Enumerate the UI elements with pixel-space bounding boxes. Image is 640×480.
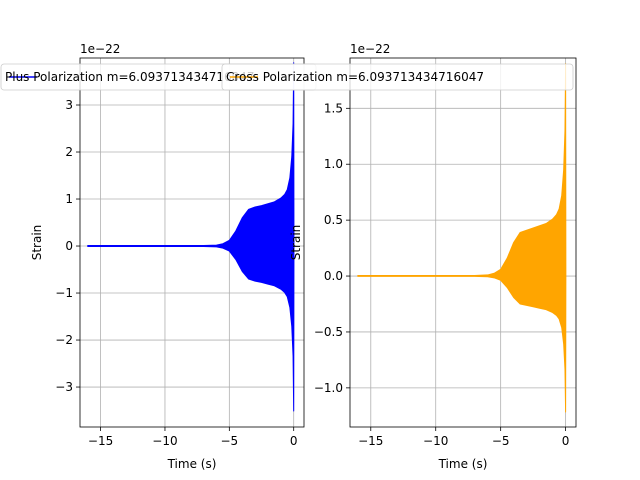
y-tick-label: 1.0 xyxy=(324,157,343,171)
series-line-cross xyxy=(357,63,567,413)
y-tick-label: 3 xyxy=(65,98,73,112)
y-tick-label: 0.5 xyxy=(324,213,343,227)
axes-frame xyxy=(79,57,305,428)
y-axis-label: Strain xyxy=(30,225,44,261)
series-line-plus xyxy=(87,62,295,412)
x-tick-label: −15 xyxy=(88,434,113,448)
y-tick-label: 2 xyxy=(65,145,73,159)
y-tick-label: −0.5 xyxy=(314,325,343,339)
x-axis-label: Time (s) xyxy=(438,457,488,471)
y-tick-label: 0 xyxy=(65,239,73,253)
y-tick-label: −1 xyxy=(55,286,73,300)
x-tick-label: −10 xyxy=(423,434,448,448)
legend-box xyxy=(221,63,574,91)
y-tick-label: 1 xyxy=(65,192,73,206)
y-tick-label: 1.5 xyxy=(324,101,343,115)
legend-2: Cross Polarization m=6.093713434716047 xyxy=(221,63,574,91)
axes-frame xyxy=(349,57,577,428)
x-tick-label: 0 xyxy=(290,434,298,448)
x-tick-label: −5 xyxy=(220,434,238,448)
chart-panel-2: −15 −10 −5 0 −1.0 −0.5 0.0 0.5 1.0 1.5 Time (s) Str… xyxy=(289,42,577,471)
y-tick-label: −2 xyxy=(55,333,73,347)
axis-offset-label: 1e−22 xyxy=(350,42,390,56)
x-tick-label: −5 xyxy=(492,434,510,448)
x-tick-label: −10 xyxy=(152,434,177,448)
legend-entry: Cross Polarization m=6.093713434716047 xyxy=(226,70,484,84)
axis-offset-label: 1e−22 xyxy=(80,42,120,56)
x-tick-label: 0 xyxy=(562,434,570,448)
x-axis-label: Time (s) xyxy=(167,457,217,471)
x-tick-label: −15 xyxy=(358,434,383,448)
y-tick-label: 0.0 xyxy=(324,269,343,283)
y-axis-label: Strain xyxy=(289,225,303,261)
y-tick-label: −3 xyxy=(55,380,73,394)
legend-entry: Plus Polarization m=6.093713434716047 xyxy=(5,70,255,84)
y-tick-label: −1.0 xyxy=(314,381,343,395)
